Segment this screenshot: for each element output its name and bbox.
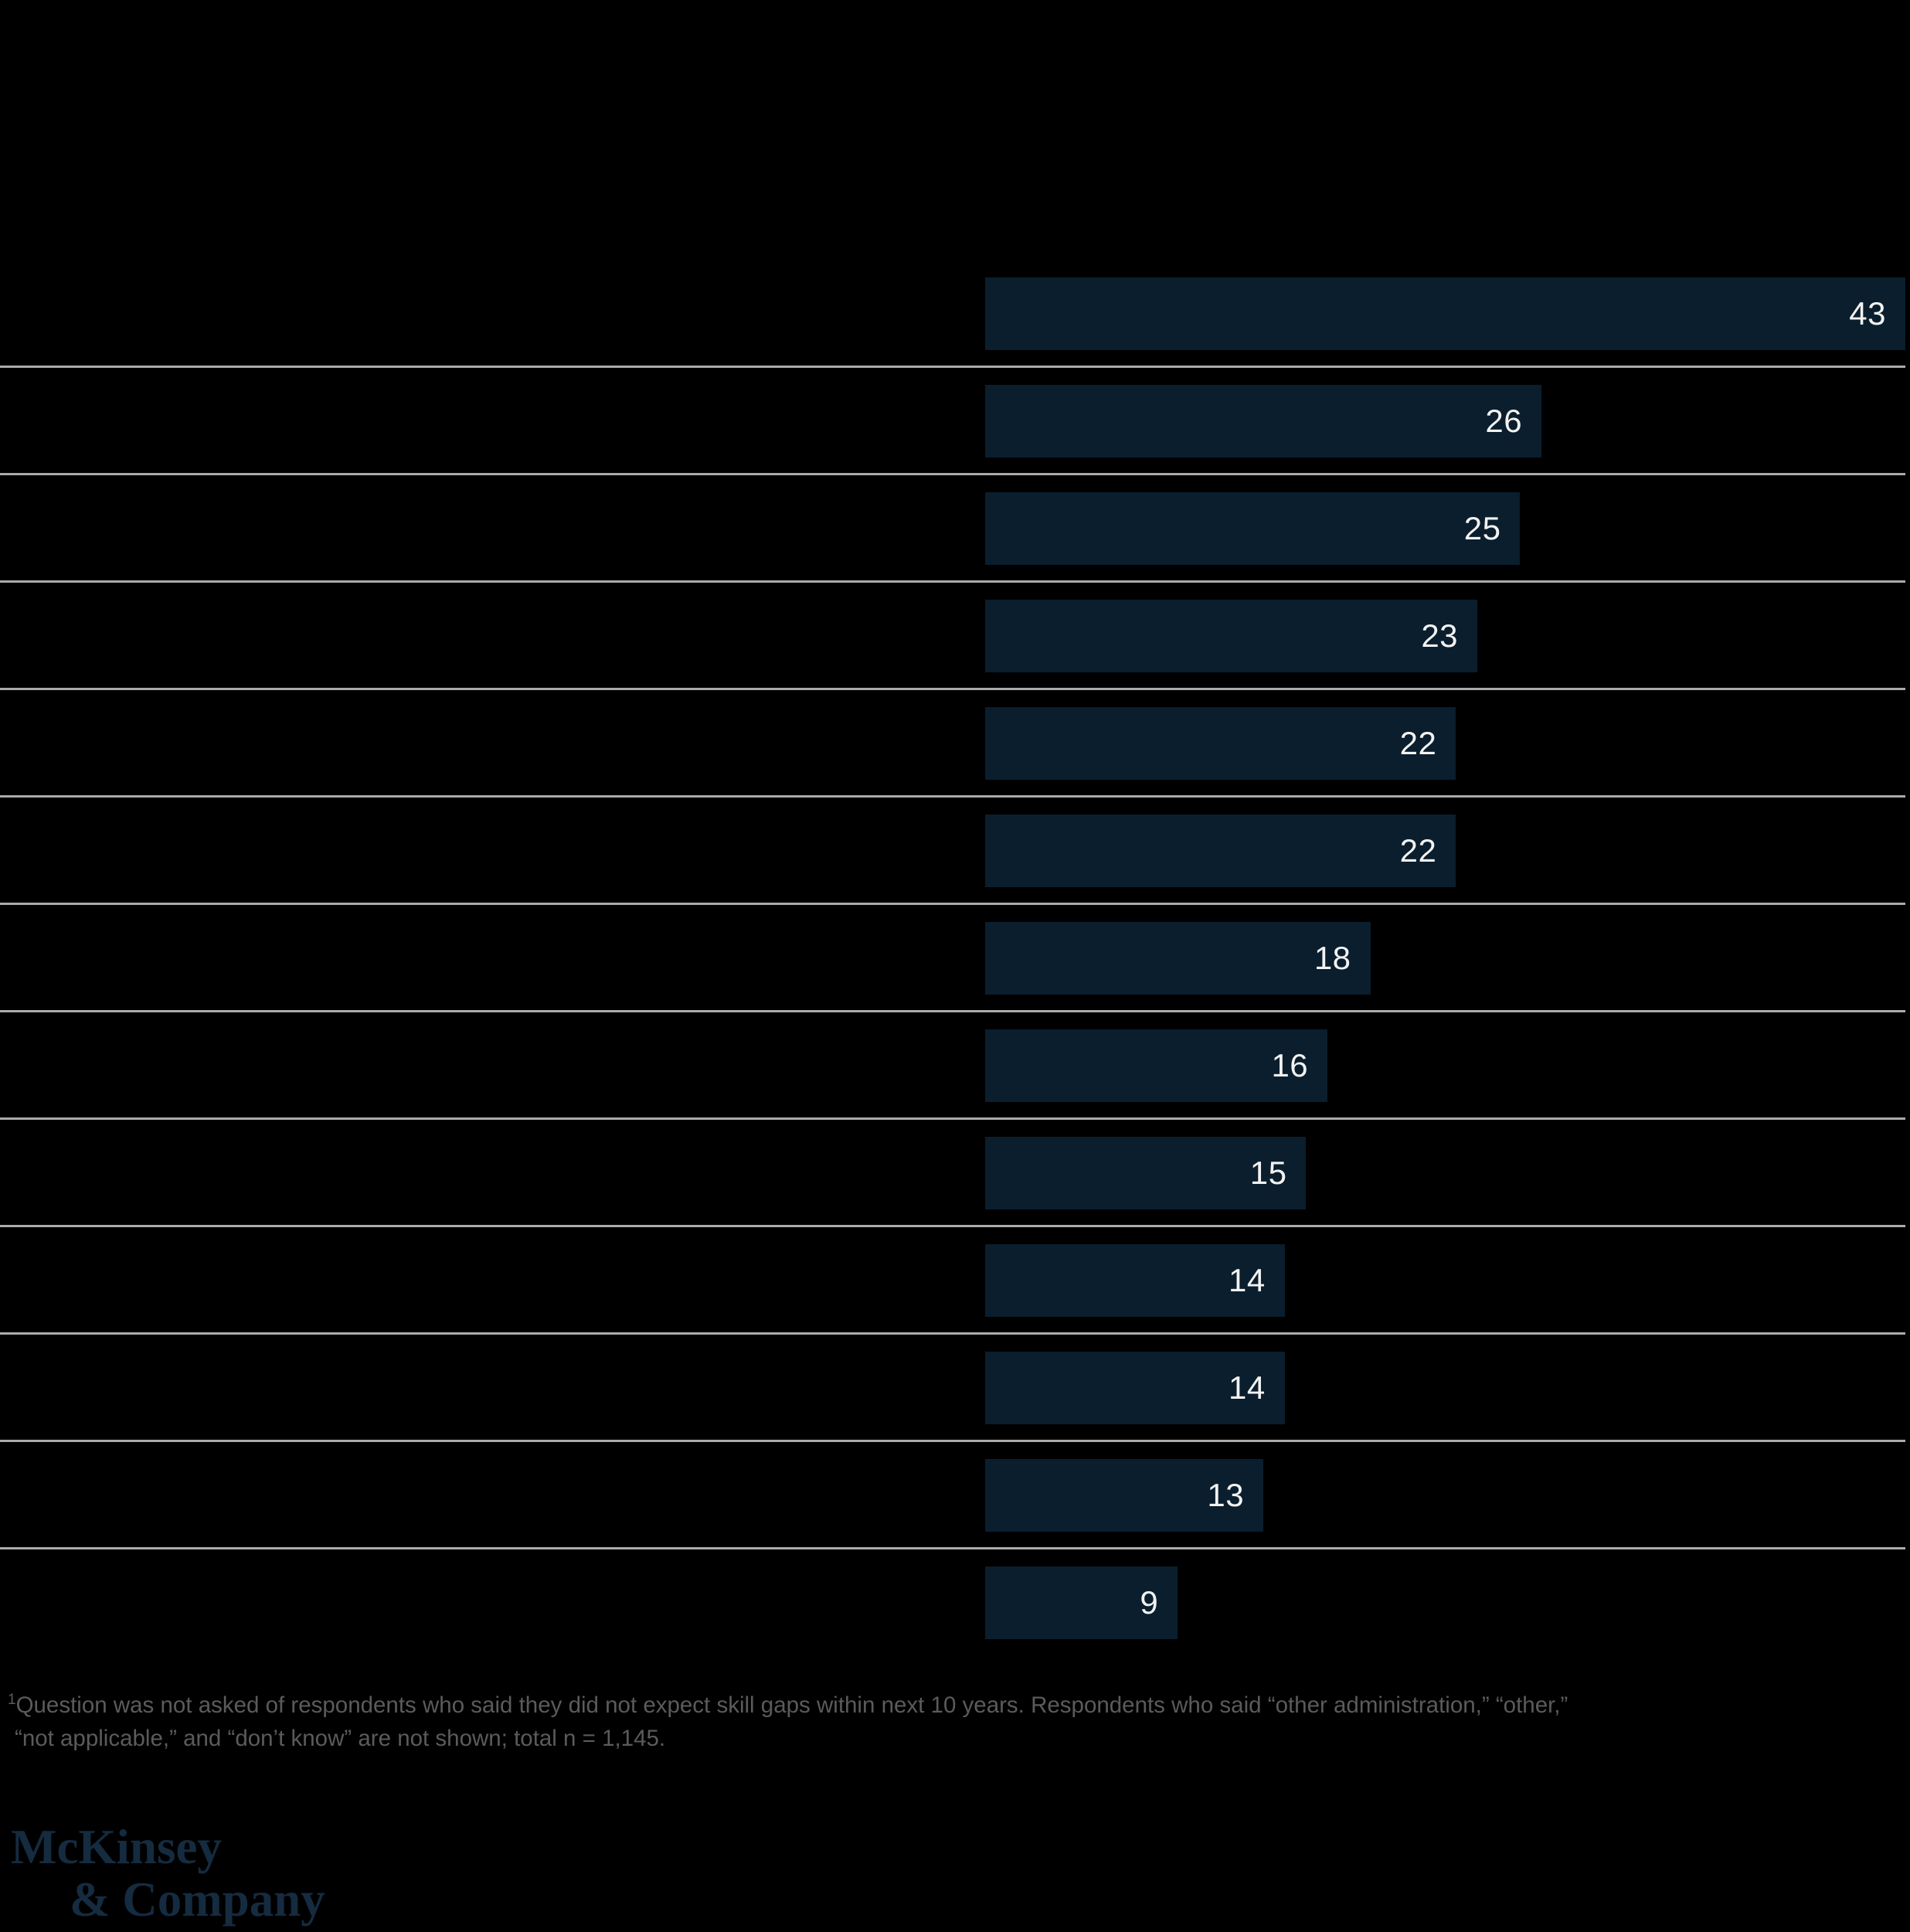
- bar: 15: [985, 1137, 1307, 1209]
- bar: 14: [985, 1244, 1285, 1317]
- footnote-superscript: 1: [8, 1692, 16, 1709]
- bar-value-label: 13: [1207, 1477, 1245, 1513]
- logo-line-2: & Company: [70, 1872, 325, 1927]
- bar-row: 15: [0, 1120, 1905, 1227]
- bar: 9: [985, 1566, 1178, 1639]
- bar: 26: [985, 385, 1542, 457]
- bar: 13: [985, 1459, 1264, 1532]
- bar: 16: [985, 1029, 1328, 1102]
- bar: 43: [985, 277, 1905, 350]
- bar: 23: [985, 600, 1478, 672]
- bar-value-label: 15: [1249, 1155, 1287, 1191]
- bar-value-label: 9: [1140, 1584, 1159, 1621]
- bar-row: 14: [0, 1335, 1905, 1442]
- bar-rows-container: 43 26 25 23 22 22: [0, 260, 1905, 1657]
- bar: 14: [985, 1352, 1285, 1424]
- bar-value-label: 25: [1463, 510, 1501, 546]
- logo-line-1: McKinsey: [11, 1820, 222, 1874]
- bar-row: 13: [0, 1442, 1905, 1549]
- bar-value-label: 14: [1229, 1369, 1266, 1406]
- bar-row: 14: [0, 1227, 1905, 1335]
- bar: 18: [985, 922, 1371, 995]
- footnote-line-1-text: Question was not asked of respondents wh…: [15, 1692, 1568, 1718]
- bar-row: 22: [0, 690, 1905, 798]
- bar: 22: [985, 815, 1456, 887]
- bar-row: 9: [0, 1549, 1905, 1657]
- bar-row: 18: [0, 905, 1905, 1012]
- bar-value-label: 22: [1399, 832, 1437, 869]
- bar-row: 22: [0, 798, 1905, 905]
- bar-row: 25: [0, 475, 1905, 583]
- bar: 22: [985, 707, 1456, 780]
- bar-value-label: 18: [1314, 940, 1351, 976]
- bar-value-label: 14: [1229, 1262, 1266, 1298]
- bar-value-label: 26: [1485, 403, 1523, 439]
- footnote-line-1: 1Question was not asked of respondents w…: [8, 1689, 1893, 1722]
- bar: 25: [985, 492, 1521, 565]
- bar-row: 16: [0, 1012, 1905, 1120]
- bar-value-label: 22: [1399, 725, 1437, 761]
- bar-row: 43: [0, 260, 1905, 368]
- bar-value-label: 43: [1849, 295, 1886, 332]
- footnote-line-2: “not applicable,” and “don’t know” are n…: [15, 1726, 666, 1751]
- bar-row: 23: [0, 583, 1905, 690]
- bar-value-label: 23: [1421, 617, 1459, 654]
- footnote: 1Question was not asked of respondents w…: [8, 1689, 1893, 1755]
- bar-row: 26: [0, 368, 1905, 475]
- bar-value-label: 16: [1271, 1047, 1309, 1083]
- mckinsey-logo: McKinsey & Company: [11, 1821, 325, 1926]
